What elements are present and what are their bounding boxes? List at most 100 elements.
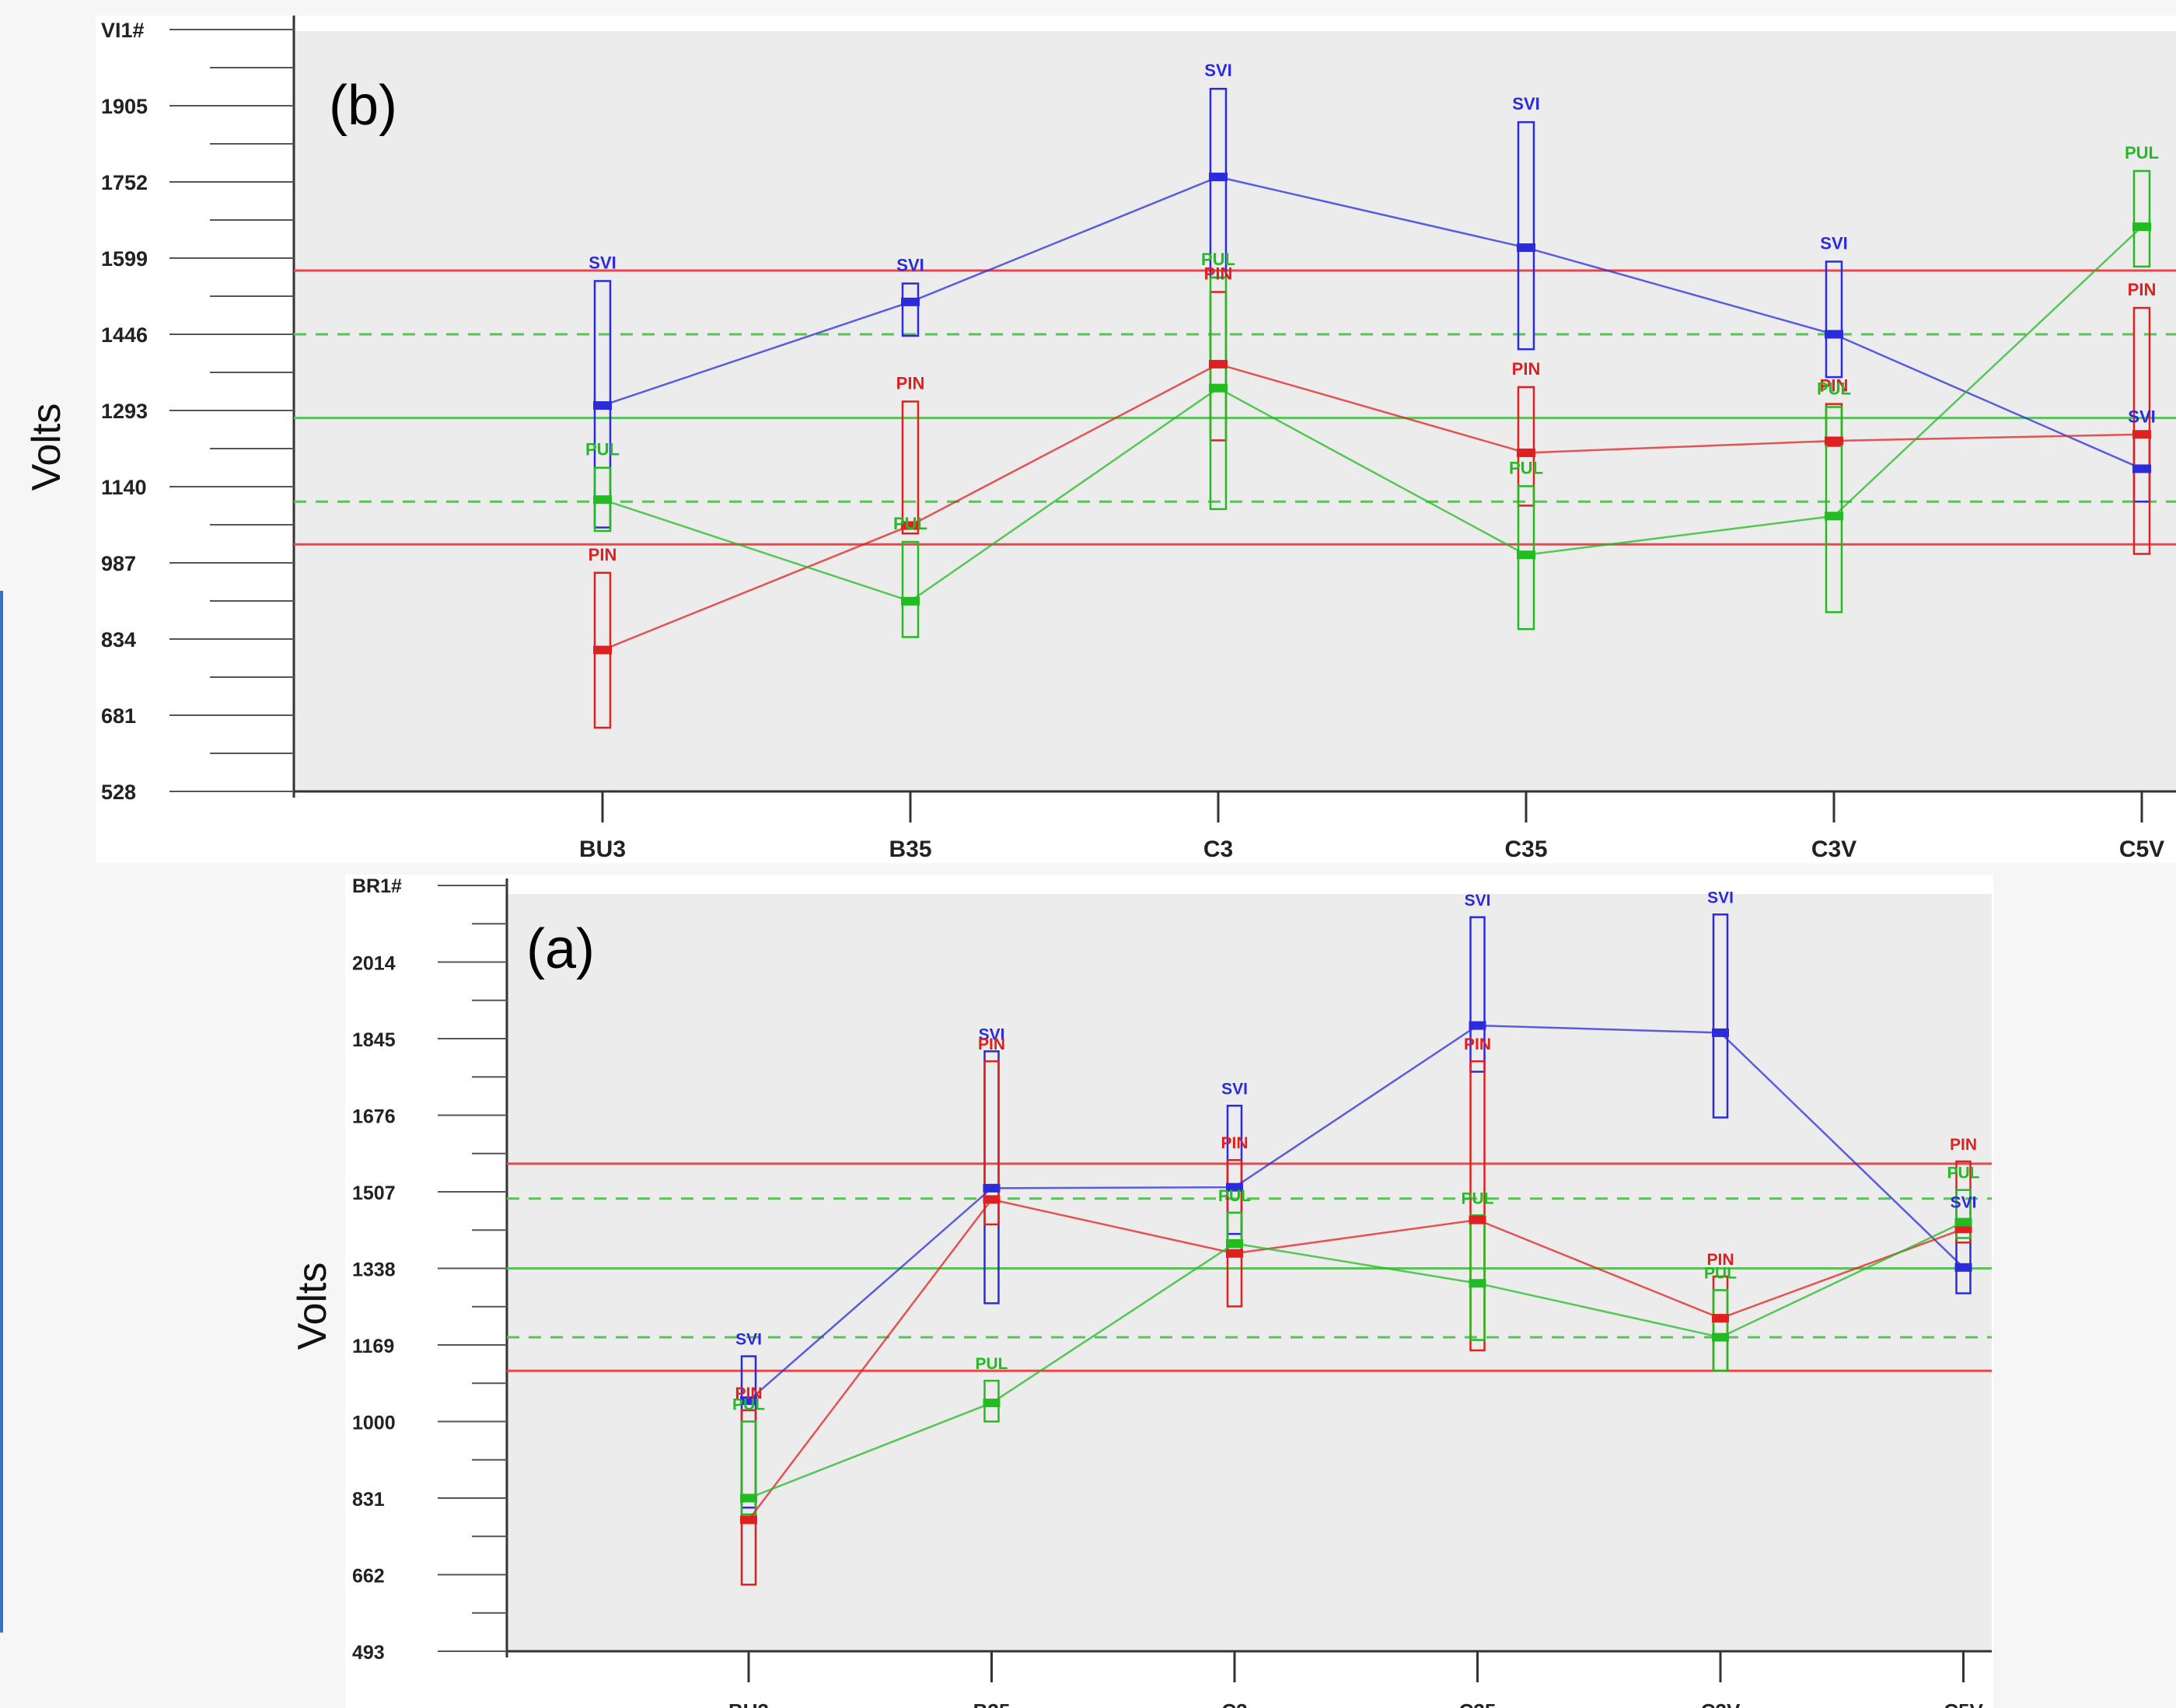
chart-a-pin-data-label: PIN <box>1950 1136 1977 1154</box>
chart-b-pin-marker <box>901 521 920 530</box>
chart-b-y-tick-label: 528 <box>101 781 136 804</box>
chart-a-pul-range-box <box>1712 1289 1729 1372</box>
chart-a-svi-marker <box>1954 1263 1972 1272</box>
chart-b-pul-range-box <box>901 540 920 638</box>
chart-a-pin-range-box <box>1469 1060 1486 1352</box>
chart-b-pin-data-label: PIN <box>896 373 925 393</box>
chart-a-pin-data-label: PIN <box>978 1036 1005 1053</box>
chart-b-pul-marker <box>1209 383 1228 393</box>
chart-b-svi-data-label: SVI <box>1204 61 1231 80</box>
chart-b-svi-data-label: SVI <box>1820 233 1847 253</box>
chart-a-pul-data-label: PUL <box>1462 1189 1494 1207</box>
chart-b-svi-data-label: SVI <box>2128 407 2155 426</box>
chart-a-x-tick-label: B35 <box>973 1699 1011 1708</box>
chart-a-panel-label: (a) <box>526 918 595 980</box>
chart-a-svi-marker <box>1469 1021 1486 1030</box>
chart-a-svi-data-label: SVI <box>1465 892 1491 910</box>
chart-b-x-tick-label: C3 <box>1203 837 1233 862</box>
chart-a-pul-series-line <box>748 1221 1965 1500</box>
chart-b-pul-data-label: PUL <box>2125 143 2159 162</box>
chart-a-pul-range-box <box>740 1420 757 1516</box>
chart-a-pin-range-box <box>983 1060 1000 1226</box>
chart-a-svi-series-line <box>748 1024 1965 1402</box>
chart-a-pin-marker <box>1226 1249 1243 1258</box>
chart-b-svi-series-line <box>602 176 2143 470</box>
chart-a-pin-data-label: PIN <box>735 1385 762 1402</box>
chart-b-x-tick-label: C3V <box>1811 837 1856 862</box>
chart-a-svi-range-box <box>1469 916 1486 1073</box>
chart-a-pul-marker <box>983 1399 1001 1408</box>
chart-a-svi-data-label: SVI <box>1707 889 1734 906</box>
chart-b-x-tick-label: C35 <box>1504 837 1547 862</box>
chart-a-x-tick-label: C3 <box>1221 1699 1247 1708</box>
chart-a-y-tick-label: 1000 <box>352 1413 396 1434</box>
chart-b-y-tick-label: 1905 <box>101 95 148 118</box>
chart-a-pul-data-label: PUL <box>732 1396 765 1414</box>
chart-b-y-tick-label: 1446 <box>101 323 148 347</box>
chart-a-pul-data-label: PUL <box>1218 1187 1251 1205</box>
chart-b-pul-marker <box>2132 222 2151 232</box>
chart-a-pul-marker <box>1226 1238 1243 1248</box>
chart-b-y-tick-label: 1140 <box>101 476 147 499</box>
chart-a-x-tick-label: BU3 <box>728 1699 769 1708</box>
chart-a-svi-marker <box>740 1396 757 1406</box>
chart-b-svi-range-box <box>1825 260 1843 379</box>
chart-b-pul-marker <box>1825 512 1843 521</box>
chart-a-svi-data-label: SVI <box>735 1331 762 1349</box>
chart-b-y-tick-label: 681 <box>101 704 136 728</box>
chart-b-svi-range-box <box>901 282 920 337</box>
chart-b-pin-data-label: PIN <box>1204 264 1233 284</box>
chart-a-y-tick-label: 1507 <box>352 1182 396 1204</box>
chart-a-pul-marker <box>740 1493 757 1503</box>
chart-b-svi-marker <box>901 297 920 306</box>
chart-a-pul-marker <box>1712 1333 1729 1342</box>
chart-b-pin-data-label: PIN <box>2128 280 2157 299</box>
chart-a-pin-marker <box>1469 1215 1486 1224</box>
chart-b-svi-marker <box>1209 173 1228 182</box>
chart-a-corner-label: BR1# <box>352 875 402 897</box>
chart-b-svi-marker <box>593 401 612 410</box>
chart-a-svi-marker <box>983 1183 1001 1193</box>
chart-b-svi-data-label: SVI <box>896 256 924 275</box>
chart-b-pul-data-label: PUL <box>1201 250 1235 269</box>
chart-a-pin-data-label: PIN <box>1464 1036 1491 1053</box>
chart-a-pul-marker <box>1469 1279 1486 1288</box>
chart-b-pin-marker <box>1517 448 1535 457</box>
chart-a-pin-marker <box>983 1195 1001 1204</box>
chart-a-pul-data-label: PUL <box>1704 1264 1737 1282</box>
chart-b-pul-marker <box>901 596 920 606</box>
chart-b-svi-marker <box>2132 464 2151 473</box>
chart-b-pul-data-label: PUL <box>1509 458 1543 477</box>
chart-a-svi-data-label: SVI <box>979 1025 1005 1043</box>
chart-b-y-tick-label: 987 <box>101 552 136 575</box>
chart-a-pin-marker <box>740 1515 757 1525</box>
chart-a-svi-marker <box>1226 1182 1243 1192</box>
left-edge-strip <box>0 591 3 1633</box>
chart-b-pul-marker <box>593 495 612 505</box>
chart-b-y-tick-label: 1293 <box>101 400 148 423</box>
chart-b-pin-marker <box>1825 436 1843 445</box>
chart-b-pin-data-label: PIN <box>1512 359 1541 379</box>
chart-a-y-tick-label: 1169 <box>352 1336 394 1357</box>
chart-b-svi-data-label: SVI <box>1512 94 1539 114</box>
chart-a-svi-range-box <box>1712 913 1729 1119</box>
chart-a-x-tick-label: C35 <box>1459 1699 1497 1708</box>
chart-a-y-tick-label: 1676 <box>352 1106 396 1128</box>
chart-b-x-tick-label: BU3 <box>579 837 626 862</box>
chart-b-pul-data-label: PUL <box>585 440 620 459</box>
chart-a-pin-series-line <box>748 1198 1964 1521</box>
chart-a-y-tick-label: 493 <box>352 1642 385 1664</box>
chart-a-pul-marker <box>1954 1217 1972 1227</box>
chart-b-y-tick-label: 1599 <box>101 247 148 271</box>
chart-b-y-tick-label: 834 <box>101 628 136 651</box>
chart-b-svi-range-box <box>1517 121 1535 351</box>
chart-b-x-tick-label: B35 <box>889 837 931 862</box>
chart-a-pin-marker <box>1712 1314 1729 1323</box>
chart-b-x-tick-label: C5V <box>2119 837 2164 862</box>
chart-a-svi-data-label: SVI <box>1951 1194 1977 1212</box>
chart-a-plot-area <box>507 894 1992 1651</box>
chart-b-pul-marker <box>1517 550 1535 560</box>
chart-b-pul-data-label: PUL <box>893 514 927 533</box>
chart-a-x-tick-label: C3V <box>1701 1699 1741 1708</box>
